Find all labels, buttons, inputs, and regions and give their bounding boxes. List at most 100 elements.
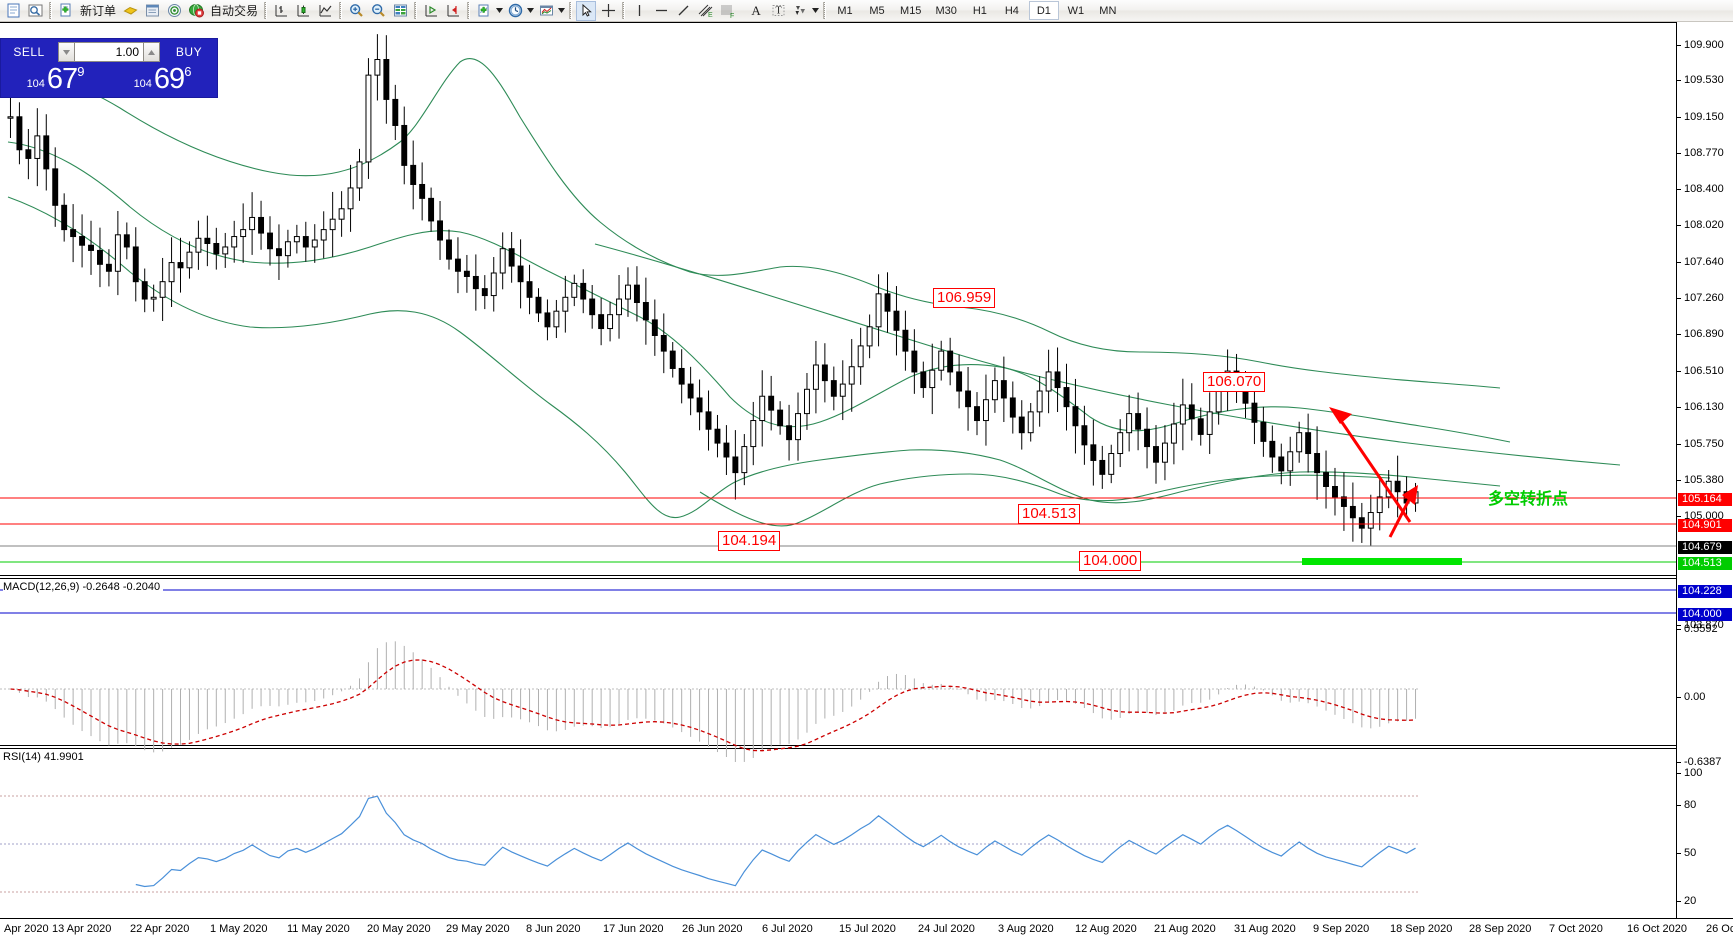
vertical-line-icon[interactable] <box>629 1 649 21</box>
candle-body <box>562 296 569 312</box>
timeframe-m30-button[interactable]: M30 <box>935 4 957 17</box>
text-label-icon[interactable]: T <box>768 1 788 21</box>
time-axis-tick: 17 Jun 2020 <box>603 923 664 935</box>
trendline-icon[interactable] <box>673 1 693 21</box>
horizontal-line-icon[interactable] <box>651 1 671 21</box>
sell-price-display[interactable]: 104 67 9 <box>3 63 108 95</box>
sell-price-prefix: 104 <box>26 78 45 90</box>
candle-body <box>1000 380 1007 399</box>
bar-chart-icon[interactable] <box>271 1 291 21</box>
candle-body <box>1126 413 1133 434</box>
candle-body <box>338 208 345 220</box>
timeframe-m15-button[interactable]: M15 <box>900 4 922 17</box>
candle-body <box>821 364 828 382</box>
annotation-104-194[interactable]: 104.194 <box>718 531 781 551</box>
timeframe-h4-button[interactable]: H4 <box>1004 4 1019 17</box>
candle-chart-icon[interactable] <box>293 1 313 21</box>
candle-body <box>320 229 327 241</box>
timeframe-m1-button[interactable]: M1 <box>837 4 853 17</box>
price-axis[interactable]: 109.900 109.530 109.150 108.770 108.400 108.0… <box>1676 22 1733 918</box>
volume-increase-button[interactable] <box>143 42 160 62</box>
volume-input[interactable]: 1.00 <box>75 42 143 62</box>
candle-body <box>410 164 417 185</box>
chart-grid-icon[interactable] <box>390 1 410 21</box>
chevron-down-icon[interactable] <box>811 8 820 13</box>
templates-icon[interactable] <box>536 1 556 21</box>
chevron-down-icon[interactable] <box>495 8 504 13</box>
time-axis[interactable]: Apr 2020 13 Apr 2020 22 Apr 2020 1 May 2020… <box>0 918 1733 942</box>
new-order-label[interactable]: 新订单 <box>80 4 117 18</box>
text-icon[interactable]: A <box>751 2 761 18</box>
periods-icon[interactable] <box>505 1 525 21</box>
timeframe-m5-button[interactable]: M5 <box>869 4 885 17</box>
time-axis-tick: 1 May 2020 <box>210 923 268 935</box>
timeframe-h1-button[interactable]: H1 <box>972 4 987 17</box>
sell-button[interactable]: SELL <box>13 45 45 59</box>
timeframe-mn-button[interactable]: MN <box>1099 4 1117 17</box>
candle-body <box>392 98 399 126</box>
chevron-down-icon[interactable] <box>526 8 535 13</box>
new-chart-icon[interactable] <box>3 1 23 21</box>
candle-body <box>750 420 757 448</box>
buy-price-display[interactable]: 104 69 6 <box>110 63 215 95</box>
price-axis-chip: 104.513 <box>1678 557 1732 570</box>
timeframe-w1-button[interactable]: W1 <box>1067 4 1085 17</box>
autotrading-icon[interactable] <box>186 1 206 21</box>
signals-icon[interactable] <box>164 1 184 21</box>
toolbar-separator <box>414 2 418 19</box>
candle-body <box>669 350 676 369</box>
crosshair-icon[interactable] <box>598 1 618 21</box>
candle-body <box>1269 440 1276 458</box>
candle-body <box>1099 459 1106 475</box>
candle-body <box>1278 456 1285 472</box>
new-order-icon[interactable] <box>56 1 76 21</box>
terminal-icon[interactable] <box>142 1 162 21</box>
candle-body <box>633 284 640 304</box>
autotrading-label[interactable]: 自动交易 <box>210 4 259 18</box>
fibonacci-icon[interactable]: F <box>717 1 737 21</box>
market-watch-icon[interactable] <box>25 1 45 21</box>
line-chart-icon[interactable] <box>315 1 335 21</box>
drawn-down-arrow <box>1329 407 1418 538</box>
annotation-104-513[interactable]: 104.513 <box>1018 504 1081 524</box>
chart-shift-icon[interactable] <box>443 1 463 21</box>
candle-body <box>446 239 452 260</box>
zoom-out-icon[interactable] <box>368 1 388 21</box>
annotation-106-959[interactable]: 106.959 <box>933 288 996 308</box>
equidistant-channel-icon[interactable]: E <box>695 1 715 21</box>
annotation-106-070[interactable]: 106.070 <box>1203 372 1266 392</box>
price-axis-tick: 105.380 <box>1677 475 1724 486</box>
candle-body <box>365 74 372 163</box>
candle-body <box>1403 491 1410 504</box>
candle-body <box>275 248 282 257</box>
auto-scroll-icon[interactable] <box>421 1 441 21</box>
candle-body <box>401 124 408 166</box>
annotation-104-000[interactable]: 104.000 <box>1079 551 1142 571</box>
candle-body <box>347 187 354 210</box>
cursor-icon[interactable] <box>576 0 597 21</box>
candle-body <box>553 310 560 328</box>
zoom-in-icon[interactable] <box>346 1 366 21</box>
candle-body <box>1135 413 1142 430</box>
candle-body <box>911 350 918 373</box>
chevron-down-icon[interactable] <box>557 8 566 13</box>
candle-body <box>231 236 238 248</box>
shapes-icon[interactable] <box>790 1 810 21</box>
candle-body <box>481 288 488 297</box>
volume-decrease-button[interactable] <box>58 42 75 62</box>
time-axis-tick: 31 Aug 2020 <box>1234 923 1296 935</box>
candle-body <box>965 390 972 408</box>
candle-body <box>687 383 694 399</box>
candle-body <box>490 272 497 297</box>
buy-price-prefix: 104 <box>133 78 152 90</box>
collapse-triangle-icon[interactable] <box>4 27 12 33</box>
candle-body <box>839 383 846 397</box>
candle-body <box>79 236 86 246</box>
indicators-icon[interactable] <box>474 1 494 21</box>
mql5-community-icon[interactable] <box>120 1 140 21</box>
candle-body <box>777 409 784 427</box>
buy-button[interactable]: BUY <box>175 45 203 59</box>
annotation-turning-point[interactable]: 多空转折点 <box>1488 489 1569 508</box>
timeframe-d1-button[interactable]: D1 <box>1028 1 1059 20</box>
macd-pane-content <box>0 641 1420 762</box>
